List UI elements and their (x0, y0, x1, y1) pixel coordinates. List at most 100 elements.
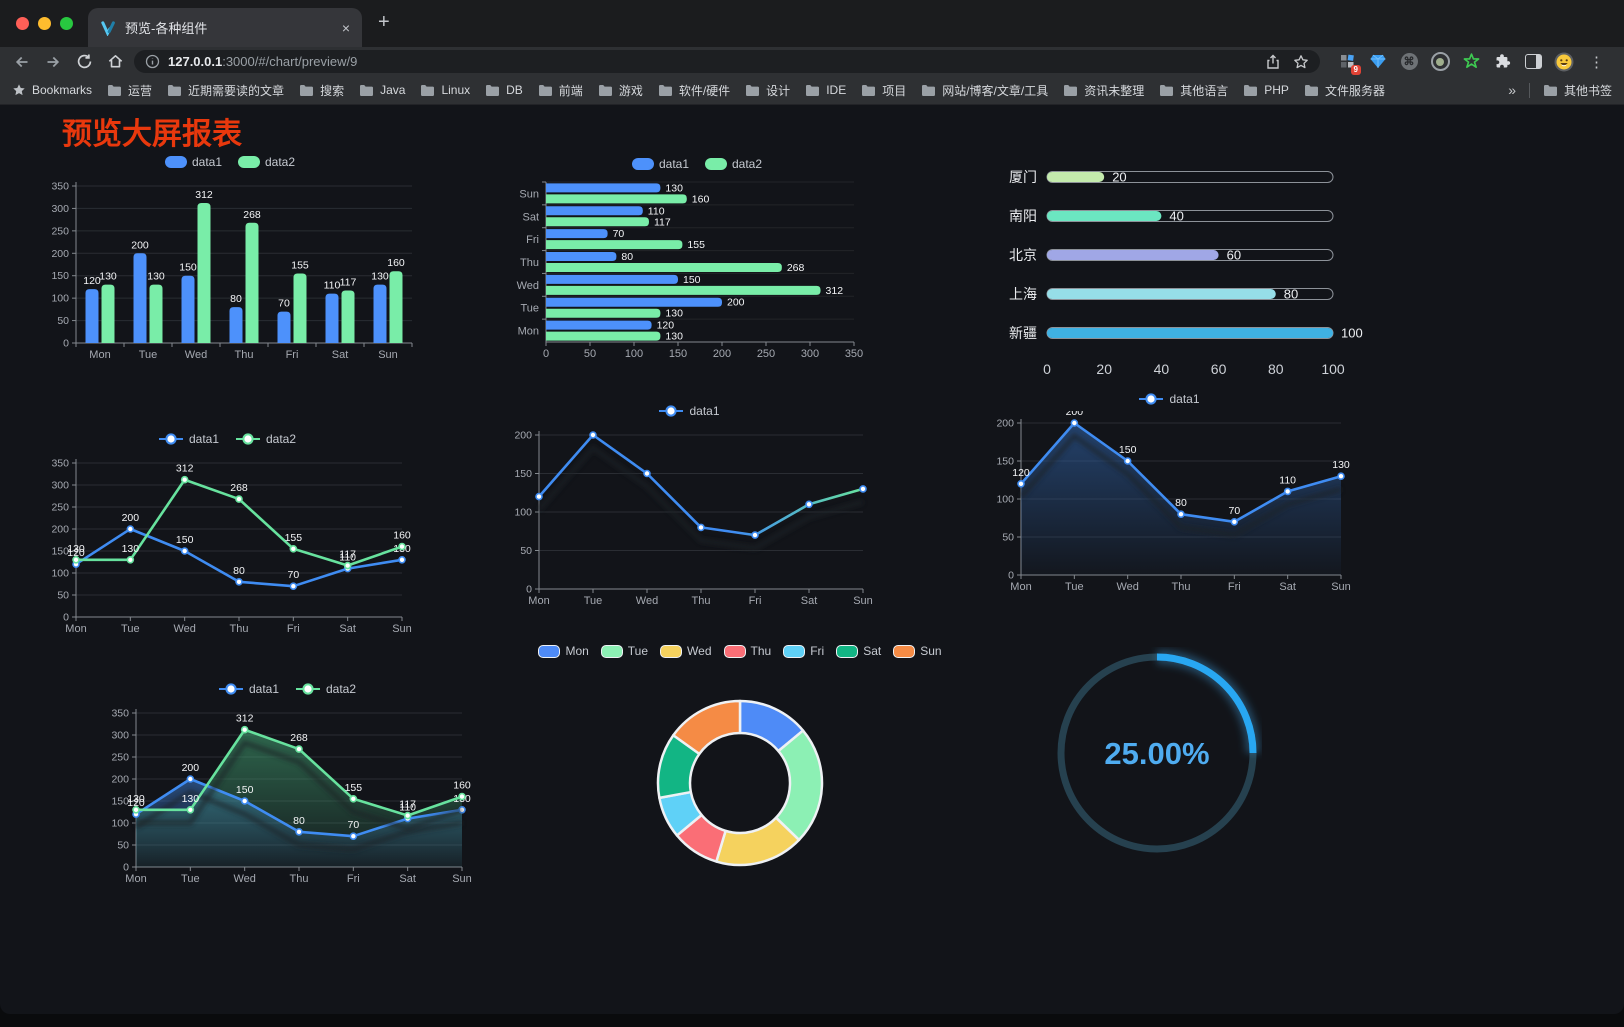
minimize-window-button[interactable] (38, 17, 51, 30)
city-progress-chart[interactable]: 20 厦门 40 南阳 60 北京 80 上海 100 新疆 0 20 40 60 80 100 (985, 157, 1363, 382)
side-panel-icon[interactable] (1523, 52, 1543, 72)
legend-item-Fri[interactable]: Fri (783, 644, 824, 658)
bookmarks-overflow-chevron[interactable]: » (1508, 82, 1516, 98)
legend-item-Sun[interactable]: Sun (893, 644, 942, 658)
legend-marker-icon (236, 433, 260, 445)
svg-text:50: 50 (584, 348, 596, 360)
legend-item-data1[interactable]: data1 (631, 157, 689, 171)
fullscreen-window-button[interactable] (60, 17, 73, 30)
legend-item-Tue[interactable]: Tue (600, 644, 648, 658)
reload-button[interactable] (72, 50, 96, 74)
legend-item-data1[interactable]: data1 (658, 404, 720, 418)
svg-text:200: 200 (514, 430, 532, 442)
bookmark-folder-item[interactable]: 运营 (107, 82, 152, 99)
svg-text:70: 70 (287, 569, 299, 581)
tab-close-icon[interactable]: × (341, 19, 350, 36)
browser-menu-icon[interactable]: ⋮ (1589, 53, 1604, 71)
svg-text:Wed: Wed (185, 349, 207, 361)
svg-text:北京: 北京 (1009, 247, 1037, 263)
bookmark-folder-item[interactable]: 前端 (538, 82, 583, 99)
diamond-extension-icon[interactable] (1368, 52, 1388, 72)
bookmark-folder-item[interactable]: 近期需要读的文章 (167, 82, 284, 99)
grouped-bar-chart[interactable]: data1 data2 0 50 100 150 200 250 300 350 Mon Tue Wed… (40, 150, 420, 365)
svg-text:200: 200 (182, 762, 200, 774)
forward-button[interactable] (41, 50, 65, 74)
svg-text:80: 80 (233, 565, 245, 577)
legend-item-Mon[interactable]: Mon (538, 644, 589, 658)
bookmark-folder-label: 前端 (558, 83, 583, 98)
bookmark-star-icon[interactable] (1293, 54, 1309, 70)
bookmark-folder-label: 软件/硬件 (678, 83, 731, 98)
other-bookmarks-item[interactable]: 其他书签 (1543, 82, 1612, 99)
new-tab-button[interactable]: + (378, 11, 390, 33)
dashboard-page: 预览大屏报表 data1 data2 0 50 100 150 200 250 300 350 Mo… (0, 105, 1624, 1014)
bookmark-folder-item[interactable]: PHP (1243, 83, 1289, 97)
grouped-bar-canvas[interactable]: 0 50 100 150 200 250 300 350 Mon Tue Wed Thu Fri Sat S… (40, 174, 420, 365)
bookmark-folder-item[interactable]: IDE (805, 83, 846, 97)
legend-item-data2[interactable]: data2 (235, 432, 296, 446)
gradient-line-canvas[interactable]: 0 50 100 150 200 Mon Tue Wed Thu Fri Sat Sun (503, 423, 875, 611)
svg-text:130: 130 (665, 331, 683, 343)
legend-item-data1[interactable]: data1 (1138, 392, 1200, 406)
bookmark-folder-item[interactable]: 项目 (861, 82, 906, 99)
address-bar[interactable]: 127.0.0.1:3000/#/chart/preview/9 (134, 50, 1320, 73)
svg-text:350: 350 (51, 181, 69, 193)
ring-progress-gauge-canvas[interactable]: 25.00% (1052, 647, 1262, 859)
bookmarks-manager-item[interactable]: Bookmarks (12, 83, 92, 97)
legend-item-Sat[interactable]: Sat (836, 644, 881, 658)
back-button[interactable] (10, 50, 34, 74)
site-info-icon[interactable] (145, 54, 160, 69)
svg-text:200: 200 (111, 774, 129, 786)
legend-item-data2[interactable]: data2 (705, 157, 762, 171)
bookmark-folder-item[interactable]: 设计 (745, 82, 790, 99)
bookmark-folder-item[interactable]: Java (359, 83, 405, 97)
bookmark-folder-item[interactable]: 其他语言 (1159, 82, 1228, 99)
ring-progress-gauge[interactable]: 25.00% (1052, 647, 1262, 859)
share-icon[interactable] (1265, 54, 1281, 70)
profile-avatar[interactable] (1554, 52, 1574, 72)
two-series-area-line-canvas[interactable]: 0 50 100 150 200 250 300 350 Mon Tue Wed Thu Fri Sat S… (100, 701, 474, 889)
svg-text:250: 250 (111, 752, 129, 764)
weekday-donut-canvas[interactable] (558, 663, 922, 891)
legend-item-Thu[interactable]: Thu (723, 644, 771, 658)
bookmark-folder-item[interactable]: 搜索 (299, 82, 344, 99)
bookmark-folder-item[interactable]: 网站/博客/文章/工具 (921, 82, 1048, 99)
bookmark-folder-item[interactable]: 文件服务器 (1304, 82, 1385, 99)
single-area-line-legend: data1 (985, 387, 1353, 411)
record-extension-icon[interactable] (1430, 52, 1450, 72)
bookmark-folder-item[interactable]: Linux (420, 83, 470, 97)
bookmark-folder-item[interactable]: 游戏 (598, 82, 643, 99)
bookmark-folder-item[interactable]: 软件/硬件 (658, 82, 730, 99)
legend-item-data2[interactable]: data2 (238, 155, 295, 169)
single-area-chart[interactable]: data1 0 50 100 150 200 Mon Tue Wed Thu Fri Sat Sun 12… (985, 387, 1353, 597)
single-area-line-canvas[interactable]: 0 50 100 150 200 Mon Tue Wed Thu Fri Sat Sun 120 200 1… (985, 411, 1353, 597)
legend-item-data1[interactable]: data1 (158, 432, 219, 446)
gradient-line-chart[interactable]: data1 0 50 100 150 200 Mon Tue Wed Thu Fri Sat Sun (503, 399, 875, 611)
legend-item-data1[interactable]: data1 (218, 682, 279, 696)
close-window-button[interactable] (16, 17, 29, 30)
bookmark-folder-label: 搜索 (320, 83, 345, 98)
two-series-line-chart[interactable]: data1 data2 0 50 100 150 200 250 300 350 Mon Tue Wed… (40, 427, 414, 639)
legend-item-data1[interactable]: data1 (164, 155, 222, 169)
two-series-area-chart[interactable]: data1 data2 0 50 100 150 200 250 300 350 Mon Tue Wed… (100, 677, 474, 889)
legend-item-data2[interactable]: data2 (295, 682, 356, 696)
browser-tab[interactable]: 预览-各种组件 × (88, 8, 362, 47)
bookmark-folder-item[interactable]: DB (485, 83, 523, 97)
two-series-line-canvas[interactable]: 0 50 100 150 200 250 300 350 Mon Tue Wed Thu Fri Sat S… (40, 451, 414, 639)
bookmark-folder-item[interactable]: 资讯未整理 (1063, 82, 1144, 99)
svg-text:Tue: Tue (121, 623, 140, 635)
svg-text:300: 300 (801, 348, 819, 360)
legend-label: Mon (565, 644, 589, 658)
weekday-donut-chart[interactable]: Mon Tue Wed Thu Fri Sat Sun (538, 639, 942, 891)
grouped-horizontal-bar-chart[interactable]: data1 data2 0 50 100 150 200 250 300 350 Sun 130 160… (504, 152, 890, 364)
extensions-puzzle-icon[interactable] (1492, 52, 1512, 72)
svg-text:150: 150 (51, 270, 69, 282)
home-button[interactable] (103, 50, 127, 74)
grid-extension-icon[interactable]: 9 (1337, 52, 1361, 75)
green-star-extension-icon[interactable] (1461, 52, 1481, 72)
legend-item-Wed[interactable]: Wed (660, 644, 712, 658)
svg-text:Tue: Tue (584, 595, 603, 607)
command-extension-icon[interactable]: ⌘ (1399, 52, 1419, 72)
city-progress-canvas[interactable]: 20 厦门 40 南阳 60 北京 80 上海 100 新疆 0 20 40 60 80 100 (985, 157, 1363, 382)
